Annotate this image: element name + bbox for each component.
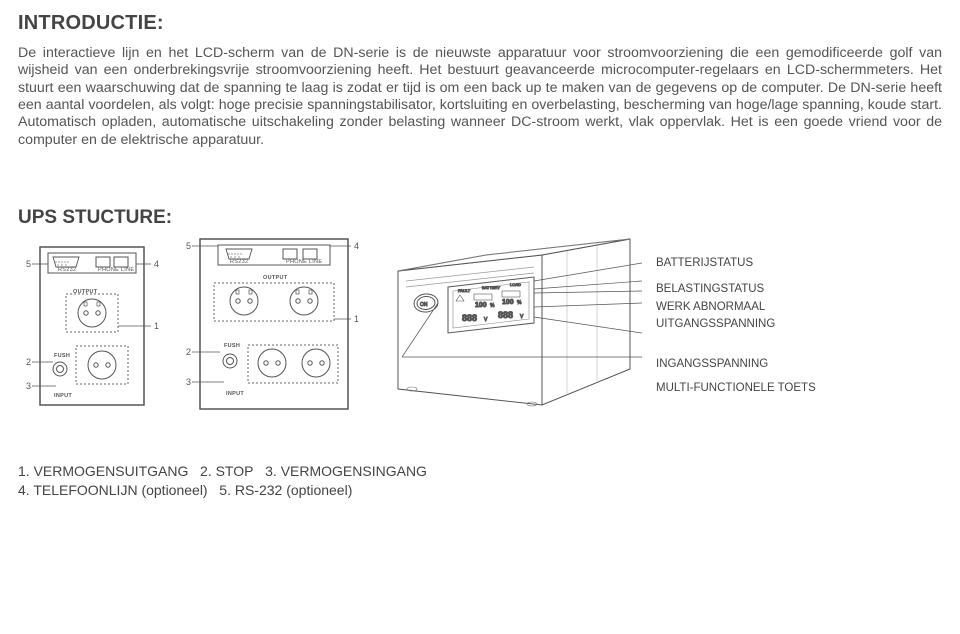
- svg-text:ON: ON: [420, 302, 428, 308]
- svg-text:INPUT: INPUT: [226, 391, 244, 397]
- ups-3d: ON FAULT BATTERY LOAD 100 % 100 %: [382, 237, 642, 412]
- svg-text:5: 5: [26, 259, 31, 269]
- rear-panels: RS232 PHONE LINE 5 4 OUTPUT: [18, 237, 368, 412]
- rear-panel-large: RS232 PHONE LINE 5 4 OUTPUT: [178, 237, 368, 412]
- label-output-voltage: UITGANGSSPANNING: [656, 316, 816, 334]
- svg-text:BATTERY: BATTERY: [482, 285, 500, 290]
- label-multi-key: MULTI-FUNCTIONELE TOETS: [656, 380, 816, 398]
- legend-2: 2. STOP: [200, 463, 253, 479]
- svg-text:4: 4: [154, 259, 159, 269]
- svg-text:1: 1: [154, 321, 159, 331]
- legend-3: 3. VERMOGENSINGANG: [265, 463, 427, 479]
- lcd-labels: BATTERIJSTATUS BELASTINGSTATUS WERK ABNO…: [656, 255, 816, 398]
- svg-text:OUTPUT: OUTPUT: [263, 275, 288, 281]
- svg-text:FAULT: FAULT: [458, 288, 471, 293]
- svg-text:%: %: [490, 303, 495, 309]
- svg-text:LOAD: LOAD: [510, 282, 521, 287]
- svg-text:100: 100: [475, 302, 487, 309]
- legend-5: 5. RS-232 (optioneel): [219, 482, 352, 498]
- svg-text:888: 888: [498, 310, 513, 320]
- rear-panel-small: RS232 PHONE LINE 5 4 OUTPUT: [18, 237, 168, 412]
- legend: 1. VERMOGENSUITGANG 2. STOP 3. VERMOGENS…: [18, 462, 942, 500]
- label-battery-status: BATTERIJSTATUS: [656, 255, 816, 273]
- svg-text:3: 3: [26, 381, 31, 391]
- svg-text:5: 5: [186, 241, 191, 251]
- svg-text:100: 100: [502, 299, 514, 306]
- svg-text:RS232: RS232: [230, 259, 248, 265]
- svg-text:FUSH: FUSH: [54, 353, 70, 359]
- label-abnormal: WERK ABNORMAAL: [656, 299, 816, 317]
- svg-text:PHONE LINE: PHONE LINE: [98, 267, 134, 273]
- svg-text:3: 3: [186, 377, 191, 387]
- label-input-voltage: INGANGSSPANNING: [656, 356, 816, 374]
- intro-body: De interactieve lijn en het LCD-scherm v…: [18, 45, 942, 149]
- svg-text:%: %: [517, 300, 522, 306]
- svg-text:4: 4: [354, 241, 359, 251]
- svg-text:2: 2: [26, 357, 31, 367]
- svg-text:2: 2: [186, 347, 191, 357]
- intro-title: INTRODUCTIE:: [18, 12, 942, 35]
- legend-1: 1. VERMOGENSUITGANG: [18, 463, 188, 479]
- svg-text:888: 888: [462, 313, 477, 323]
- svg-text:RS232: RS232: [58, 267, 76, 273]
- label-load-status: BELASTINGSTATUS: [656, 281, 816, 299]
- svg-text:FUSH: FUSH: [224, 343, 240, 349]
- svg-text:PHONE LINE: PHONE LINE: [286, 259, 322, 265]
- legend-4: 4. TELEFOONLIJN (optioneel): [18, 482, 208, 498]
- svg-text:1: 1: [354, 314, 359, 324]
- svg-text:INPUT: INPUT: [54, 393, 72, 399]
- structure-title: UPS STUCTURE:: [18, 207, 942, 229]
